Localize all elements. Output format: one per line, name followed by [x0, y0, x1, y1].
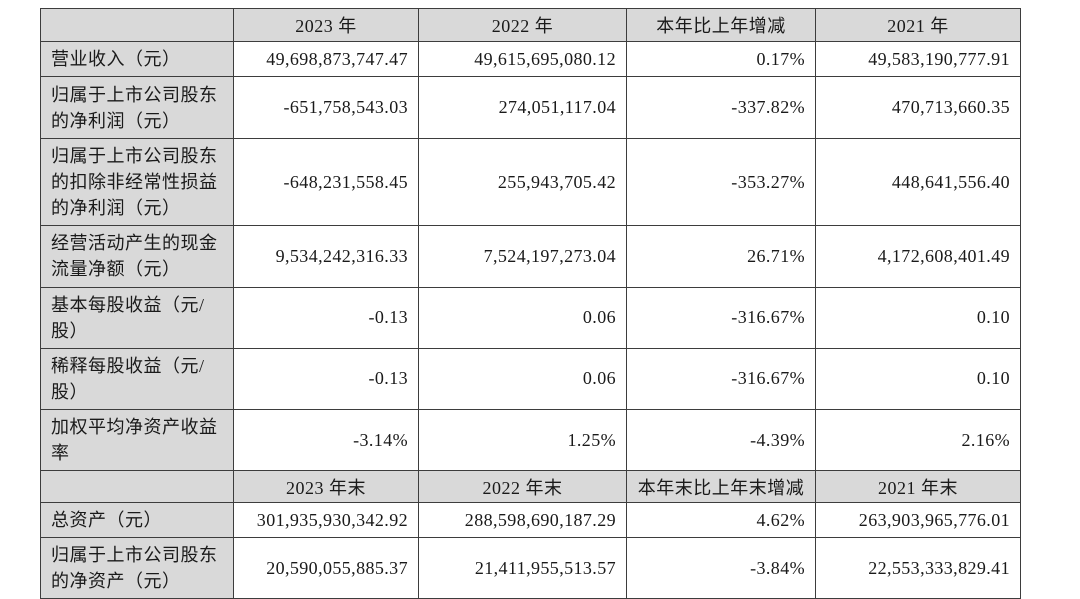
financial-summary-table: 2023 年 2022 年 本年比上年增减 2021 年 营业收入（元） 49,…	[40, 8, 1021, 599]
row-label: 归属于上市公司股东 的扣除非经常性损益 的净利润（元）	[40, 138, 234, 227]
cell-value: 470,713,660.35	[815, 76, 1021, 140]
cell-value: 20,590,055,885.37	[233, 537, 419, 599]
document-page: 2023 年 2022 年 本年比上年增减 2021 年 营业收入（元） 49,…	[40, 8, 1021, 599]
cell-value: 49,698,873,747.47	[233, 40, 419, 78]
cell-value: -337.82%	[626, 76, 816, 140]
header-2023-end: 2023 年末	[233, 470, 419, 504]
row-label: 经营活动产生的现金 流量净额（元）	[40, 225, 234, 288]
cell-value: 288,598,690,187.29	[418, 502, 627, 539]
cell-value: 1.25%	[418, 408, 627, 472]
cell-value: 9,534,242,316.33	[233, 225, 419, 288]
row-label: 加权平均净资产收益 率	[40, 408, 234, 472]
row-label: 稀释每股收益（元/ 股）	[40, 347, 234, 410]
cell-value: 21,411,955,513.57	[418, 537, 627, 599]
cell-value: -316.67%	[626, 286, 816, 349]
header-2022-end: 2022 年末	[418, 470, 627, 504]
row-label: 营业收入（元）	[40, 40, 234, 78]
header-yoy-end-change: 本年末比上年末增减	[626, 470, 816, 504]
row-label: 归属于上市公司股东 的净资产（元）	[40, 537, 234, 599]
cell-value: -316.67%	[626, 347, 816, 410]
cell-value: 274,051,117.04	[418, 76, 627, 140]
cell-value: 49,583,190,777.91	[815, 40, 1021, 78]
cell-value: 4.62%	[626, 502, 816, 539]
header-2021: 2021 年	[815, 8, 1021, 42]
table-row-net-assets: 归属于上市公司股东 的净资产（元） 20,590,055,885.37 21,4…	[40, 537, 1021, 599]
cell-value: 22,553,333,829.41	[815, 537, 1021, 599]
header-2021-end: 2021 年末	[815, 470, 1021, 504]
cell-value: 26.71%	[626, 225, 816, 288]
cell-value: 255,943,705.42	[418, 138, 627, 227]
cell-value: -0.13	[233, 347, 419, 410]
row-label: 归属于上市公司股东 的净利润（元）	[40, 76, 234, 140]
cell-value: 49,615,695,080.12	[418, 40, 627, 78]
header-blank-cell	[40, 8, 234, 42]
cell-value: -4.39%	[626, 408, 816, 472]
table-row-basic-eps: 基本每股收益（元/ 股） -0.13 0.06 -316.67% 0.10	[40, 286, 1021, 349]
header-2023: 2023 年	[233, 8, 419, 42]
table-row-net-profit: 归属于上市公司股东 的净利润（元） -651,758,543.03 274,05…	[40, 76, 1021, 140]
cell-value: 0.10	[815, 286, 1021, 349]
cell-value: 263,903,965,776.01	[815, 502, 1021, 539]
year-end-header-row: 2023 年末 2022 年末 本年末比上年末增减 2021 年末	[40, 470, 1021, 504]
cell-value: -3.14%	[233, 408, 419, 472]
period-header-row: 2023 年 2022 年 本年比上年增减 2021 年	[40, 8, 1021, 42]
cell-value: 2.16%	[815, 408, 1021, 472]
table-row-total-assets: 总资产（元） 301,935,930,342.92 288,598,690,18…	[40, 502, 1021, 539]
cell-value: 4,172,608,401.49	[815, 225, 1021, 288]
cell-value: 7,524,197,273.04	[418, 225, 627, 288]
table-row-net-profit-deducted: 归属于上市公司股东 的扣除非经常性损益 的净利润（元） -648,231,558…	[40, 138, 1021, 227]
cell-value: 0.10	[815, 347, 1021, 410]
cell-value: 0.17%	[626, 40, 816, 78]
cell-value: 448,641,556.40	[815, 138, 1021, 227]
header-blank-cell	[40, 470, 234, 504]
cell-value: -648,231,558.45	[233, 138, 419, 227]
table-row-operating-cash-flow: 经营活动产生的现金 流量净额（元） 9,534,242,316.33 7,524…	[40, 225, 1021, 288]
cell-value: 301,935,930,342.92	[233, 502, 419, 539]
table-row-revenue: 营业收入（元） 49,698,873,747.47 49,615,695,080…	[40, 40, 1021, 78]
cell-value: -3.84%	[626, 537, 816, 599]
table-row-weighted-roe: 加权平均净资产收益 率 -3.14% 1.25% -4.39% 2.16%	[40, 408, 1021, 472]
table-row-diluted-eps: 稀释每股收益（元/ 股） -0.13 0.06 -316.67% 0.10	[40, 347, 1021, 410]
cell-value: 0.06	[418, 347, 627, 410]
cell-value: -353.27%	[626, 138, 816, 227]
cell-value: -651,758,543.03	[233, 76, 419, 140]
header-yoy-change: 本年比上年增减	[626, 8, 816, 42]
row-label: 基本每股收益（元/ 股）	[40, 286, 234, 349]
cell-value: 0.06	[418, 286, 627, 349]
row-label: 总资产（元）	[40, 502, 234, 539]
cell-value: -0.13	[233, 286, 419, 349]
header-2022: 2022 年	[418, 8, 627, 42]
